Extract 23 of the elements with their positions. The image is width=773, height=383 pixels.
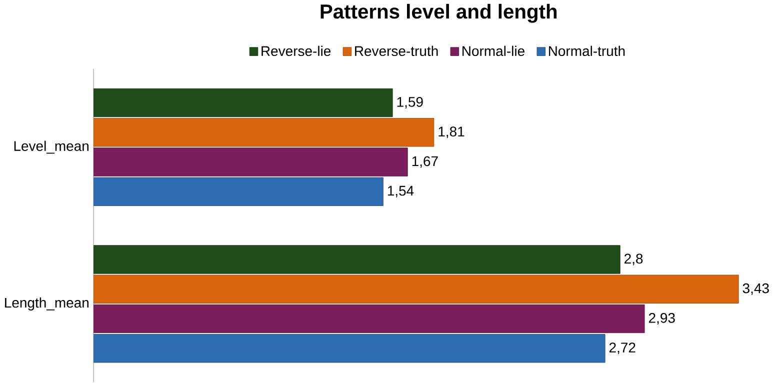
data-label: 1,67 <box>412 156 438 168</box>
chart-title: Patterns level and length <box>320 4 557 23</box>
data-label: 1,59 <box>397 97 423 109</box>
data-label: 2,93 <box>648 313 675 325</box>
data-label: 1,54 <box>388 186 414 198</box>
y-tick-label: Level_mean <box>14 140 89 154</box>
y-tick-label: Length_mean <box>5 298 89 311</box>
legend-label: Normal-lie <box>462 46 524 56</box>
data-label: 1,81 <box>438 126 464 138</box>
data-label: 3,43 <box>742 284 769 296</box>
legend-label: Normal-truth <box>548 46 625 56</box>
bar <box>94 118 434 147</box>
bar <box>94 148 408 177</box>
data-label: 2,72 <box>609 342 636 354</box>
bar <box>94 245 620 274</box>
data-label: 2,8 <box>624 254 643 266</box>
legend-label: Reverse-truth <box>355 46 438 56</box>
bar <box>94 88 393 118</box>
bar <box>94 304 645 334</box>
legend-label: Reverse-lie <box>262 46 331 56</box>
bar <box>94 334 606 363</box>
bar <box>94 178 384 206</box>
bar <box>94 275 739 304</box>
